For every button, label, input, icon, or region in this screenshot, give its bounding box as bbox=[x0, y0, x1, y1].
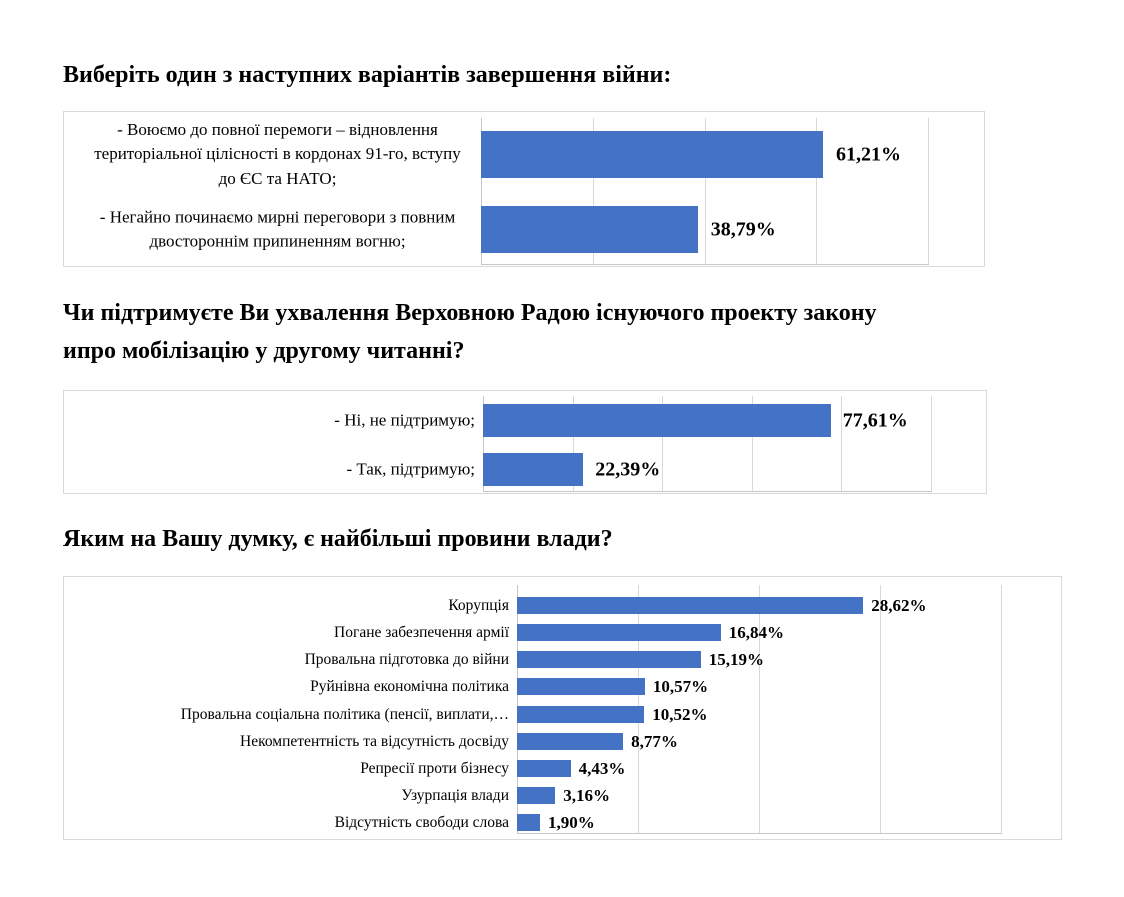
x-gridline bbox=[592, 118, 594, 264]
bar bbox=[517, 651, 701, 668]
value-label: 16,84% bbox=[728, 622, 784, 642]
plot-area bbox=[481, 118, 929, 265]
category-label: Узурпація влади bbox=[401, 786, 509, 804]
x-gridline bbox=[880, 585, 881, 833]
bar bbox=[517, 733, 624, 750]
category-label: Провальна підготовка до війни bbox=[304, 650, 509, 668]
value-label: 77,61% bbox=[842, 409, 908, 431]
value-label: 15,19% bbox=[708, 649, 765, 669]
category-label: - Негайно починаємо мирні переговори з п… bbox=[99, 206, 456, 251]
value-label: 10,52% bbox=[652, 704, 708, 724]
bar bbox=[517, 597, 864, 614]
value-label: 8,77% bbox=[631, 731, 678, 751]
x-gridline bbox=[928, 118, 929, 264]
category-label: Корупція bbox=[448, 596, 509, 614]
bar bbox=[483, 453, 584, 486]
category-label: Некомпетентність та відсутність досвіду bbox=[240, 732, 509, 750]
category-label: Провальна соціальна політика (пенсії, ви… bbox=[180, 705, 509, 723]
value-label: 22,39% bbox=[595, 458, 661, 480]
bar bbox=[481, 131, 823, 178]
value-label: 1,90% bbox=[547, 812, 595, 832]
value-label: 3,16% bbox=[563, 785, 610, 805]
x-gridline bbox=[931, 396, 932, 491]
x-gridline bbox=[759, 585, 760, 833]
category-label: Відсутність свободи слова bbox=[334, 813, 509, 831]
value-label: 4,43% bbox=[578, 758, 626, 778]
category-label: Погане забезпечення армії bbox=[334, 623, 509, 641]
value-label: 10,57% bbox=[652, 676, 709, 696]
chart-mobilization-law-support: - Ні, не підтримую; 77,61% - Так, підтриму… bbox=[63, 390, 987, 494]
question-3-title: Яким на Вашу думку, є найбільші провини … bbox=[63, 526, 613, 552]
bar bbox=[517, 624, 721, 641]
x-gridline bbox=[662, 396, 664, 491]
question-1-title: Виберіть один з наступних варіантів заве… bbox=[63, 62, 672, 88]
chart-war-ending-options: - Воюємо до повної перемоги – відновленн… bbox=[63, 111, 985, 267]
x-gridline bbox=[1001, 585, 1002, 833]
category-label: - Воюємо до повної перемоги – відновленн… bbox=[94, 119, 461, 188]
bar bbox=[481, 206, 698, 253]
category-label: Руйнівна економічна політика bbox=[310, 677, 509, 695]
question-2-title: Чи підтримуєте Ви ухвалення Верховною Ра… bbox=[63, 300, 877, 365]
category-label: Репресії проти бізнесу bbox=[360, 759, 509, 777]
value-label: 28,62% bbox=[871, 595, 927, 615]
x-gridline bbox=[751, 396, 753, 491]
x-gridline bbox=[816, 118, 818, 264]
x-gridline bbox=[572, 396, 574, 491]
value-label: 38,79% bbox=[710, 218, 776, 240]
bar bbox=[483, 404, 831, 437]
chart-government-faults: Корупція 28,62% Погане забезпечення армії 1… bbox=[63, 576, 1062, 840]
category-label: - Ні, не підтримую; bbox=[334, 410, 475, 430]
bar bbox=[517, 814, 540, 831]
bar bbox=[517, 787, 556, 804]
category-label: - Так, підтримую; bbox=[346, 459, 475, 479]
x-gridline bbox=[841, 396, 843, 491]
plot-area bbox=[483, 396, 932, 492]
x-gridline bbox=[704, 118, 706, 264]
bar bbox=[517, 760, 571, 777]
bar bbox=[517, 706, 645, 723]
bar bbox=[517, 678, 645, 695]
value-label: 61,21% bbox=[836, 143, 901, 165]
